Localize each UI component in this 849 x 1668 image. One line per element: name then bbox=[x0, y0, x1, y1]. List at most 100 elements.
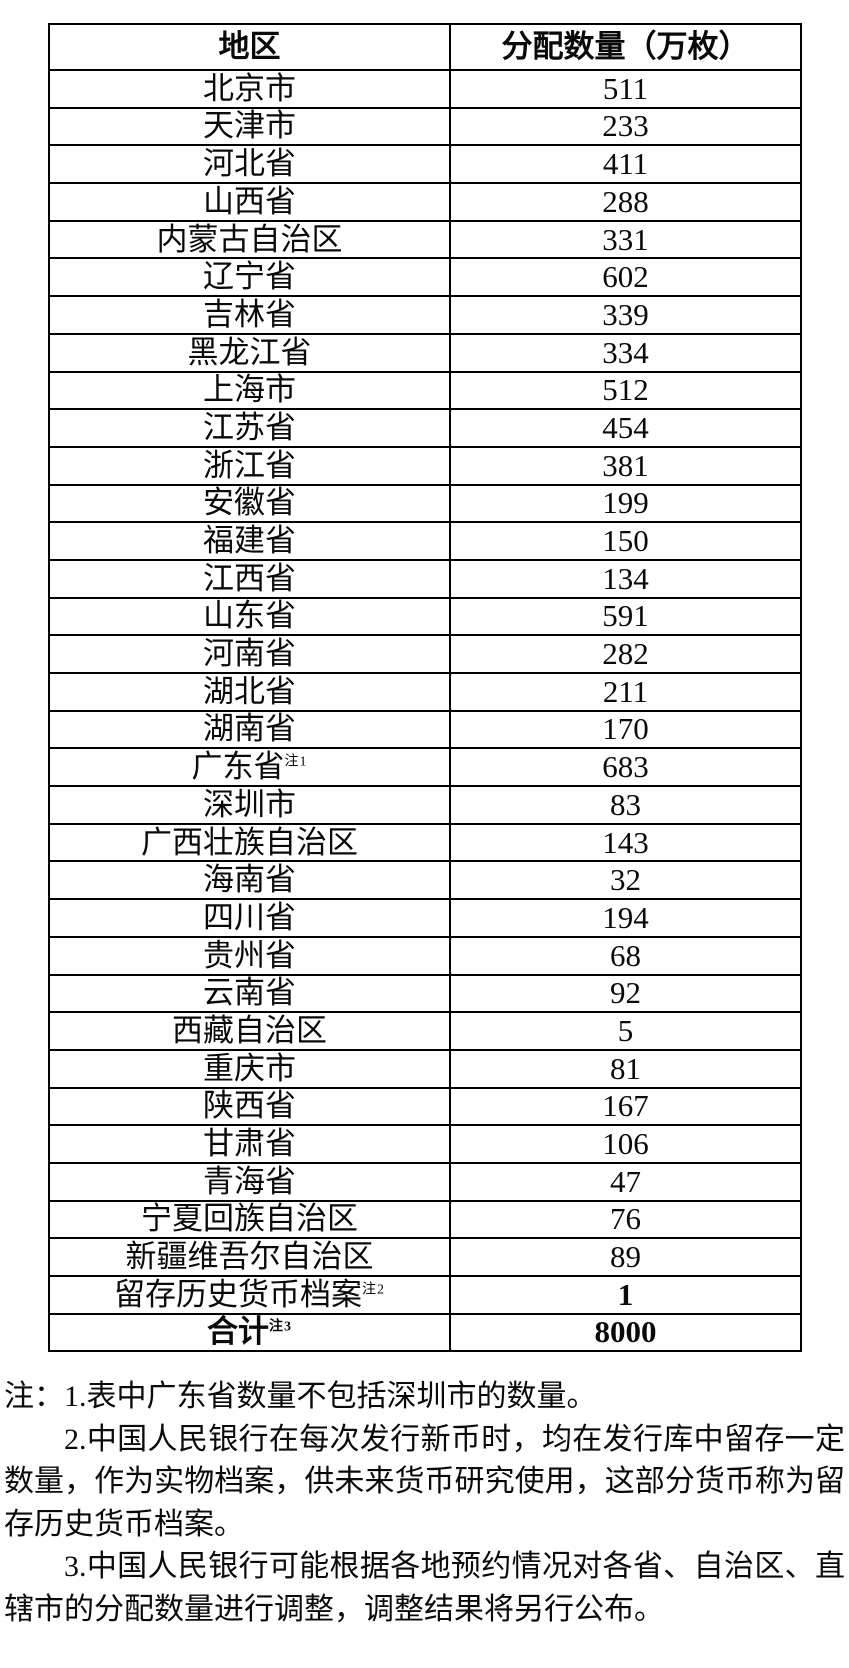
quantity-cell: 233 bbox=[449, 106, 802, 147]
table-row: 安徽省 199 bbox=[48, 483, 802, 524]
table-row: 四川省 194 bbox=[48, 898, 802, 938]
table-row: 山西省 288 bbox=[48, 182, 802, 222]
region-cell: 深圳市 bbox=[48, 785, 451, 825]
table-row: 重庆市 81 bbox=[48, 1048, 802, 1089]
table-row: 江苏省 454 bbox=[48, 408, 802, 448]
region-cell: 安徽省 bbox=[48, 483, 451, 524]
quantity-cell: 334 bbox=[449, 332, 802, 373]
quantity-cell: 683 bbox=[449, 747, 802, 788]
quantity-cell: 381 bbox=[449, 445, 802, 486]
quantity-cell: 89 bbox=[449, 1237, 802, 1277]
region-cell: 河北省 bbox=[48, 144, 451, 185]
region-cell: 北京市 bbox=[48, 69, 451, 109]
region-cell: 西藏自治区 bbox=[48, 1011, 451, 1051]
allocation-table: 地区 分配数量（万枚） 北京市 511 天津市 233 河北省 411 山西省 288 内蒙古自… bbox=[48, 23, 802, 1353]
quantity-cell: 591 bbox=[449, 596, 802, 637]
table-row: 吉林省 339 bbox=[48, 295, 802, 335]
table-row: 陕西省 167 bbox=[48, 1086, 802, 1127]
region-cell: 宁夏回族自治区 bbox=[48, 1199, 451, 1240]
table-row: 山东省 591 bbox=[48, 596, 802, 637]
region-cell: 新疆维吾尔自治区 bbox=[48, 1237, 451, 1277]
quantity-cell: 76 bbox=[449, 1199, 802, 1240]
quantity-cell: 83 bbox=[449, 785, 802, 825]
table-row: 福建省 150 bbox=[48, 521, 802, 561]
region-cell: 合计注3 bbox=[48, 1312, 451, 1353]
region-cell: 湖北省 bbox=[48, 672, 451, 712]
quantity-cell: 339 bbox=[449, 295, 802, 335]
region-cell: 江西省 bbox=[48, 558, 451, 599]
table-row: 新疆维吾尔自治区 89 bbox=[48, 1237, 802, 1277]
quantity-cell: 47 bbox=[449, 1161, 802, 1202]
quantity-cell: 331 bbox=[449, 219, 802, 260]
region-cell: 江苏省 bbox=[48, 408, 451, 448]
table-row: 广东省注1 683 bbox=[48, 747, 802, 788]
quantity-cell: 32 bbox=[449, 860, 802, 901]
table-row: 黑龙江省 334 bbox=[48, 332, 802, 373]
region-cell: 陕西省 bbox=[48, 1086, 451, 1127]
quantity-cell: 602 bbox=[449, 257, 802, 298]
quantity-cell: 167 bbox=[449, 1086, 802, 1127]
table-row: 天津市 233 bbox=[48, 106, 802, 147]
region-cell: 黑龙江省 bbox=[48, 332, 451, 373]
table-row: 北京市 511 bbox=[48, 69, 802, 109]
column-header-region: 地区 bbox=[48, 23, 451, 71]
table-row: 内蒙古自治区 331 bbox=[48, 219, 802, 260]
quantity-cell: 411 bbox=[449, 144, 802, 185]
table-row: 合计注3 8000 bbox=[48, 1312, 802, 1353]
region-cell: 福建省 bbox=[48, 521, 451, 561]
table-row: 江西省 134 bbox=[48, 558, 802, 599]
quantity-cell: 150 bbox=[449, 521, 802, 561]
table-row: 深圳市 83 bbox=[48, 785, 802, 825]
quantity-cell: 1 bbox=[449, 1275, 802, 1315]
region-cell: 广西壮族自治区 bbox=[48, 822, 451, 863]
region-cell: 青海省 bbox=[48, 1161, 451, 1202]
quantity-cell: 194 bbox=[449, 898, 802, 938]
quantity-cell: 134 bbox=[449, 558, 802, 599]
region-cell: 辽宁省 bbox=[48, 257, 451, 298]
table-row: 河北省 411 bbox=[48, 144, 802, 185]
footnotes: 注：1.表中广东省数量不包括深圳市的数量。 2.中国人民银行在每次发行新币时，均在… bbox=[4, 1376, 845, 1631]
region-cell: 山西省 bbox=[48, 182, 451, 222]
region-cell: 贵州省 bbox=[48, 935, 451, 976]
table-row: 青海省 47 bbox=[48, 1161, 802, 1202]
quantity-cell: 512 bbox=[449, 370, 802, 411]
quantity-cell: 8000 bbox=[449, 1312, 802, 1353]
table-row: 甘肃省 106 bbox=[48, 1124, 802, 1164]
footnote-paragraph: 注：1.表中广东省数量不包括深圳市的数量。 bbox=[4, 1380, 597, 1414]
region-cell: 广东省注1 bbox=[48, 747, 451, 788]
region-cell: 山东省 bbox=[48, 596, 451, 637]
quantity-cell: 211 bbox=[449, 672, 802, 712]
region-cell: 湖南省 bbox=[48, 709, 451, 750]
footnote-marker: 注1 bbox=[284, 754, 308, 770]
table-row: 留存历史货币档案注2 1 bbox=[48, 1275, 802, 1315]
quantity-cell: 170 bbox=[449, 709, 802, 750]
table-row: 西藏自治区 5 bbox=[48, 1011, 802, 1051]
table-row: 宁夏回族自治区 76 bbox=[48, 1199, 802, 1240]
region-cell: 天津市 bbox=[48, 106, 451, 147]
table-row: 河南省 282 bbox=[48, 634, 802, 674]
quantity-cell: 288 bbox=[449, 182, 802, 222]
region-cell: 内蒙古自治区 bbox=[48, 219, 451, 260]
quantity-cell: 92 bbox=[449, 973, 802, 1014]
table-header: 地区 分配数量（万枚） bbox=[48, 23, 802, 71]
region-cell: 上海市 bbox=[48, 370, 451, 411]
region-cell: 浙江省 bbox=[48, 445, 451, 486]
region-cell: 吉林省 bbox=[48, 295, 451, 335]
quantity-cell: 68 bbox=[449, 935, 802, 976]
footnote-marker: 注3 bbox=[269, 1320, 292, 1336]
footnote-marker: 注2 bbox=[362, 1282, 385, 1298]
region-cell: 河南省 bbox=[48, 634, 451, 674]
quantity-cell: 199 bbox=[449, 483, 802, 524]
column-header-quantity: 分配数量（万枚） bbox=[449, 23, 802, 71]
quantity-cell: 511 bbox=[449, 69, 802, 109]
region-cell: 海南省 bbox=[48, 860, 451, 901]
table-body: 北京市 511 天津市 233 河北省 411 山西省 288 内蒙古自治区 331 辽宁省 602 吉… bbox=[48, 69, 802, 1353]
table-row: 云南省 92 bbox=[48, 973, 802, 1014]
table-row: 贵州省 68 bbox=[48, 935, 802, 976]
quantity-cell: 81 bbox=[449, 1048, 802, 1089]
table-row: 海南省 32 bbox=[48, 860, 802, 901]
table-row: 湖南省 170 bbox=[48, 709, 802, 750]
quantity-cell: 106 bbox=[449, 1124, 802, 1164]
table-row: 辽宁省 602 bbox=[48, 257, 802, 298]
table-row: 浙江省 381 bbox=[48, 445, 802, 486]
